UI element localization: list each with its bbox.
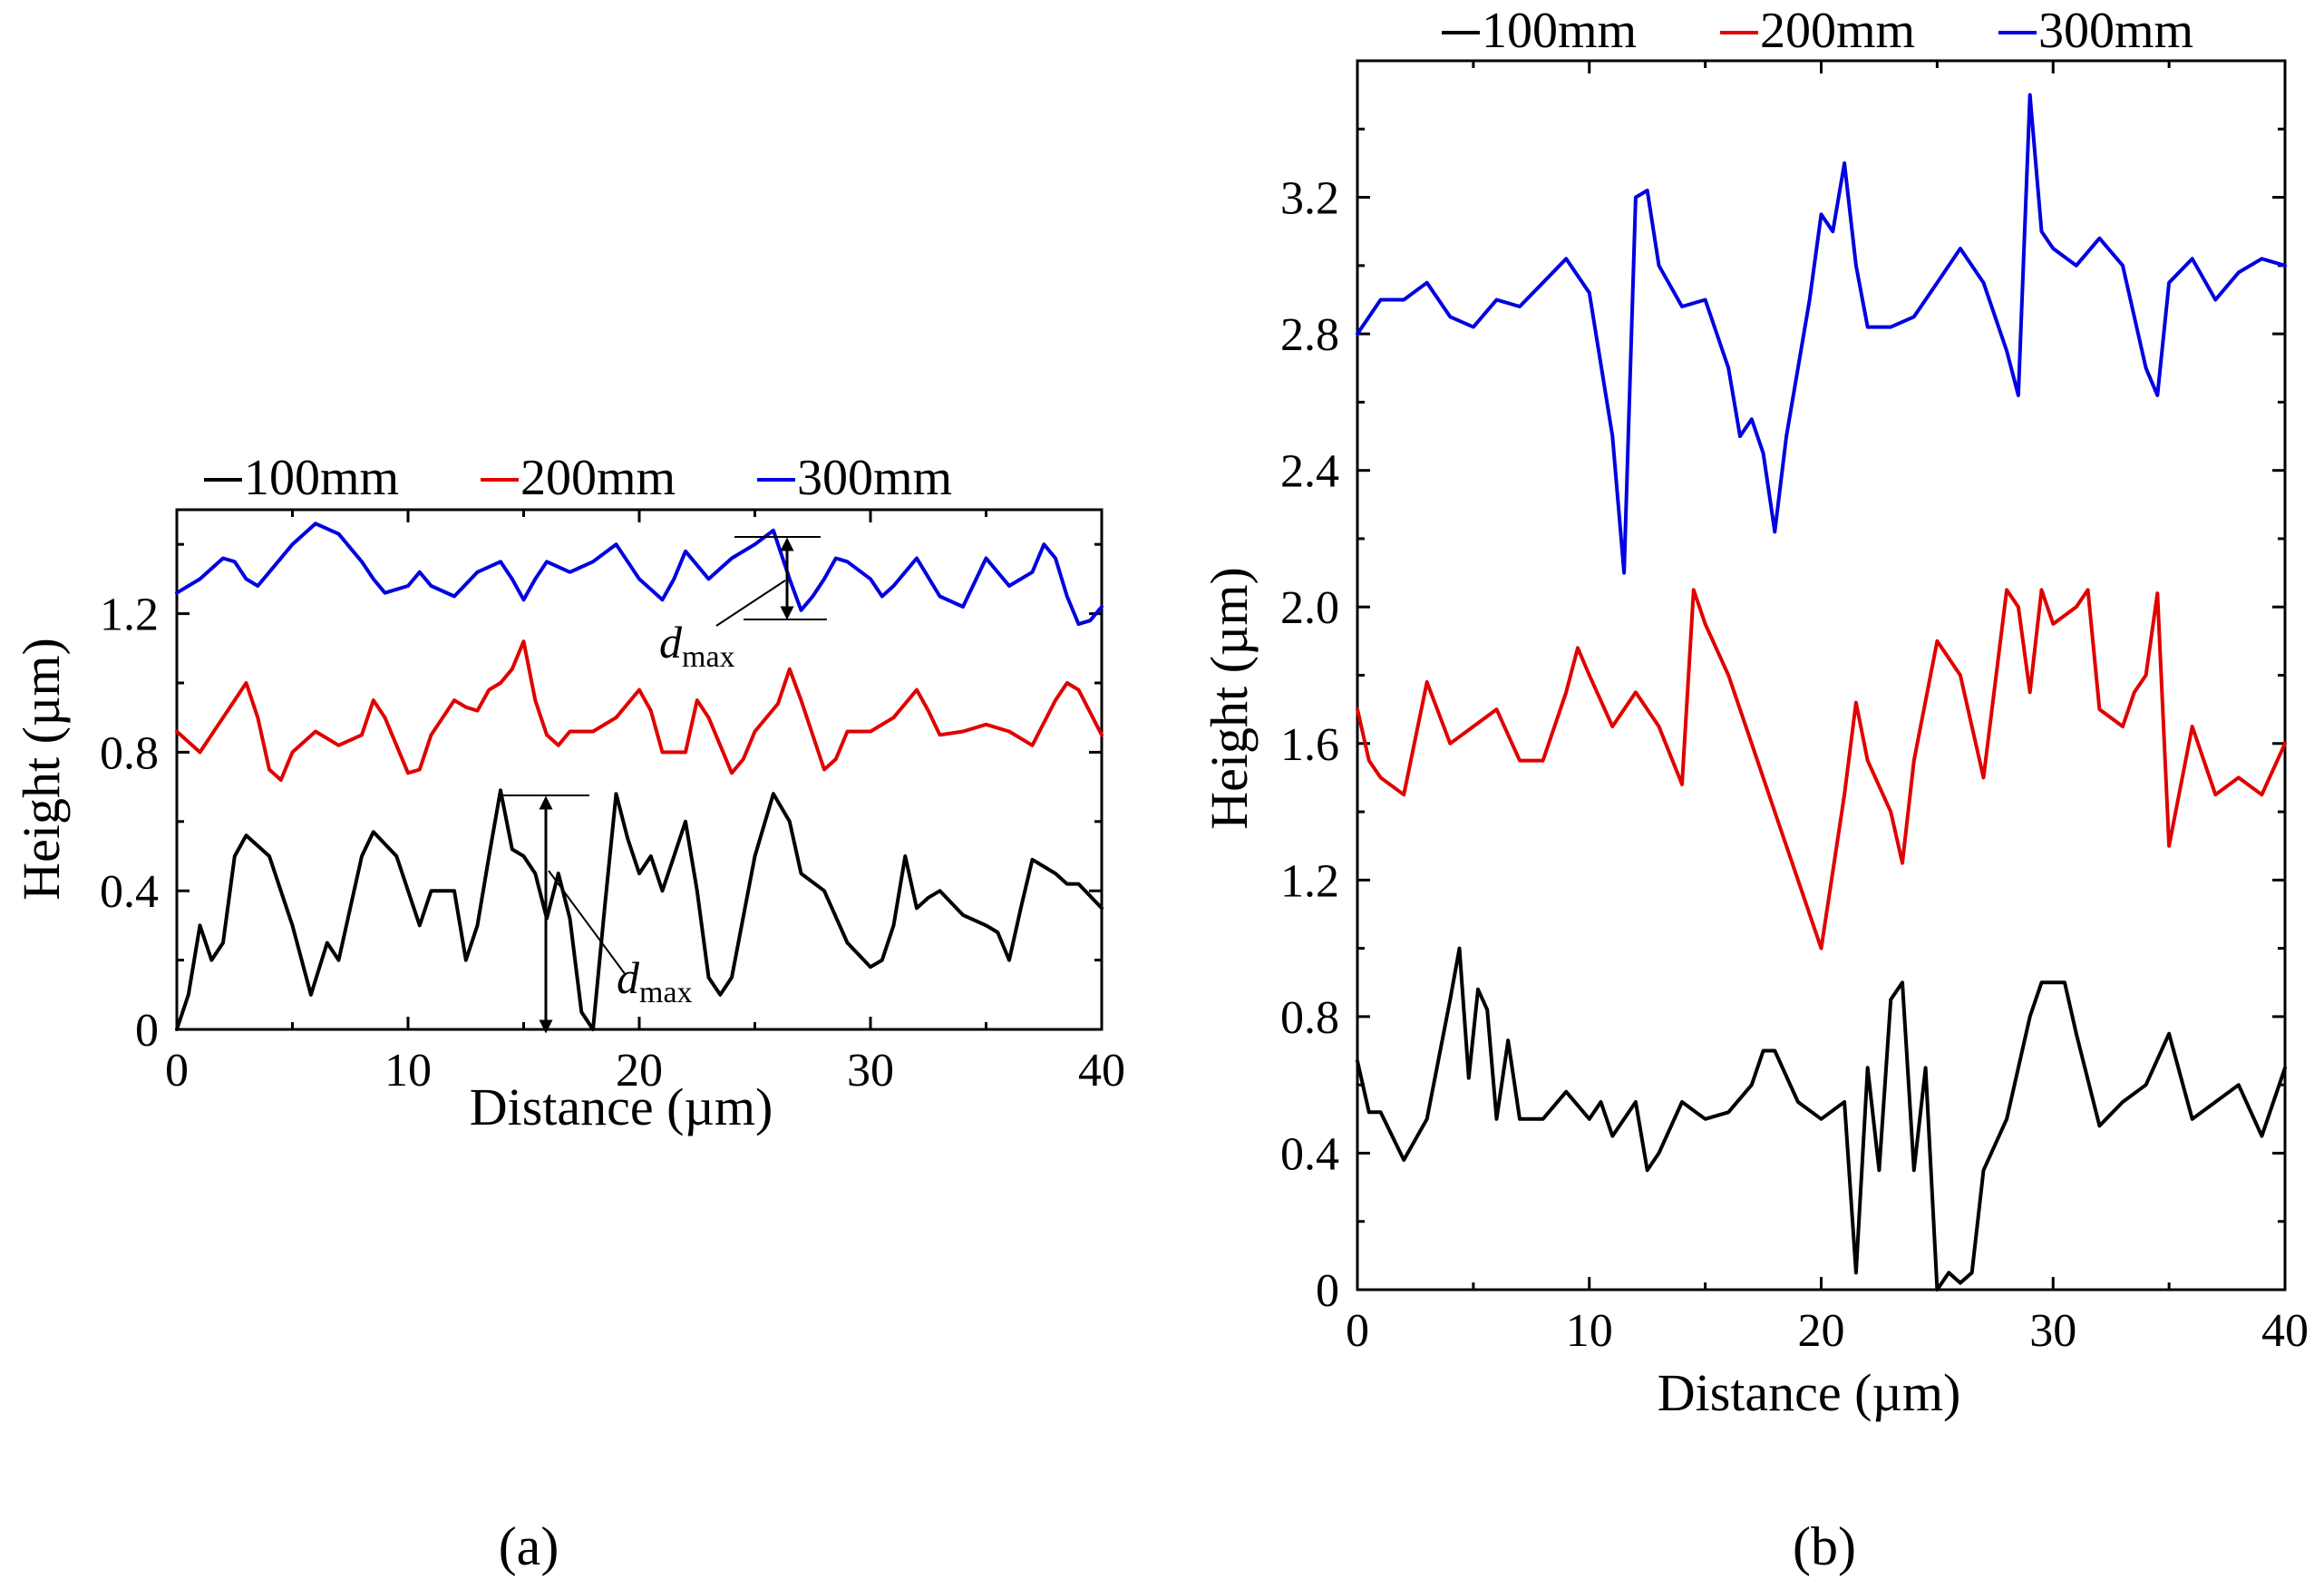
series-line-300mm bbox=[1356, 93, 2287, 575]
series-lines-b bbox=[1356, 93, 2287, 1292]
plot-frame-a bbox=[175, 508, 1104, 1031]
y-tick-label: 3.2 bbox=[1280, 173, 1339, 225]
dmax-leader-100 bbox=[548, 870, 627, 976]
y-tick-label: 0.8 bbox=[100, 727, 159, 779]
series-lines-a bbox=[175, 522, 1104, 1031]
panel-label-b: (b) bbox=[1793, 1516, 1856, 1576]
y-tick-label: 1.2 bbox=[1280, 855, 1339, 907]
annotations-a: dmax dmax bbox=[499, 536, 827, 1034]
series-line-100mm bbox=[175, 788, 1104, 1031]
x-tick-label: 10 bbox=[1566, 1305, 1613, 1357]
y-tick-label: 0.4 bbox=[1280, 1128, 1339, 1180]
y-tick-label: 1.2 bbox=[100, 590, 159, 641]
legend-label: 100mm bbox=[244, 450, 399, 506]
y-tick-label: 2.0 bbox=[1280, 582, 1339, 634]
y-tick-label: 0.4 bbox=[100, 866, 159, 918]
panel-label-a: (a) bbox=[499, 1516, 559, 1576]
x-axis-title-b: Distance (µm) bbox=[1658, 1363, 1961, 1422]
y-tick-label: 0 bbox=[1316, 1265, 1339, 1317]
chart-panel-b: 0 10 20 30 40 0 0.4 0.8 1.2 1.6 2.0 2.4 2.8 3.2 100mm… bbox=[1200, 3, 2309, 1576]
x-tick-label: 0 bbox=[1346, 1305, 1369, 1357]
x-tick-label: 30 bbox=[847, 1045, 894, 1097]
y-tick-label: 0 bbox=[135, 1005, 159, 1057]
legend-a: 100mm 200mm 300mm bbox=[204, 450, 952, 506]
legend-label: 100mm bbox=[1482, 3, 1637, 59]
x-axis-title-a: Distance (µm) bbox=[470, 1077, 773, 1136]
chart-panel-a: 0 10 20 30 40 0 0.4 0.8 1.2 100mm 200mm 300mm dmax… bbox=[12, 450, 1125, 1576]
legend-label: 200mm bbox=[520, 450, 676, 506]
dmax-label-300: dmax bbox=[659, 617, 735, 674]
x-tick-label: 10 bbox=[384, 1045, 432, 1097]
x-tick-label: 30 bbox=[2029, 1305, 2076, 1357]
x-tick-label: 0 bbox=[165, 1045, 189, 1097]
dmax-label-100: dmax bbox=[617, 952, 693, 1009]
legend-label: 300mm bbox=[797, 450, 952, 506]
dmax-leader-300 bbox=[715, 580, 786, 627]
y-tick-label: 2.8 bbox=[1280, 309, 1339, 361]
series-line-100mm bbox=[1356, 946, 2287, 1292]
y-axis-title-b: Height (µm) bbox=[1200, 567, 1259, 830]
x-tick-label: 20 bbox=[1798, 1305, 1845, 1357]
legend-label: 200mm bbox=[1760, 3, 1915, 59]
x-tick-label: 20 bbox=[616, 1045, 663, 1097]
ticks-b: 0 10 20 30 40 0 0.4 0.8 1.2 1.6 2.0 2.4 2.8 3.2 bbox=[1280, 61, 2309, 1357]
y-tick-label: 2.4 bbox=[1280, 446, 1339, 498]
series-line-200mm bbox=[1356, 588, 2287, 950]
series-line-300mm bbox=[175, 522, 1104, 627]
y-tick-label: 0.8 bbox=[1280, 992, 1339, 1044]
legend-b: 100mm 200mm 300mm bbox=[1442, 3, 2193, 59]
legend-label: 300mm bbox=[2038, 3, 2193, 59]
ticks-a: 0 10 20 30 40 0 0.4 0.8 1.2 bbox=[100, 510, 1125, 1097]
y-axis-title-a: Height (µm) bbox=[12, 638, 71, 901]
series-line-200mm bbox=[175, 639, 1104, 782]
x-tick-label: 40 bbox=[1078, 1045, 1125, 1097]
x-tick-label: 40 bbox=[2261, 1305, 2309, 1357]
y-tick-label: 1.6 bbox=[1280, 719, 1339, 771]
